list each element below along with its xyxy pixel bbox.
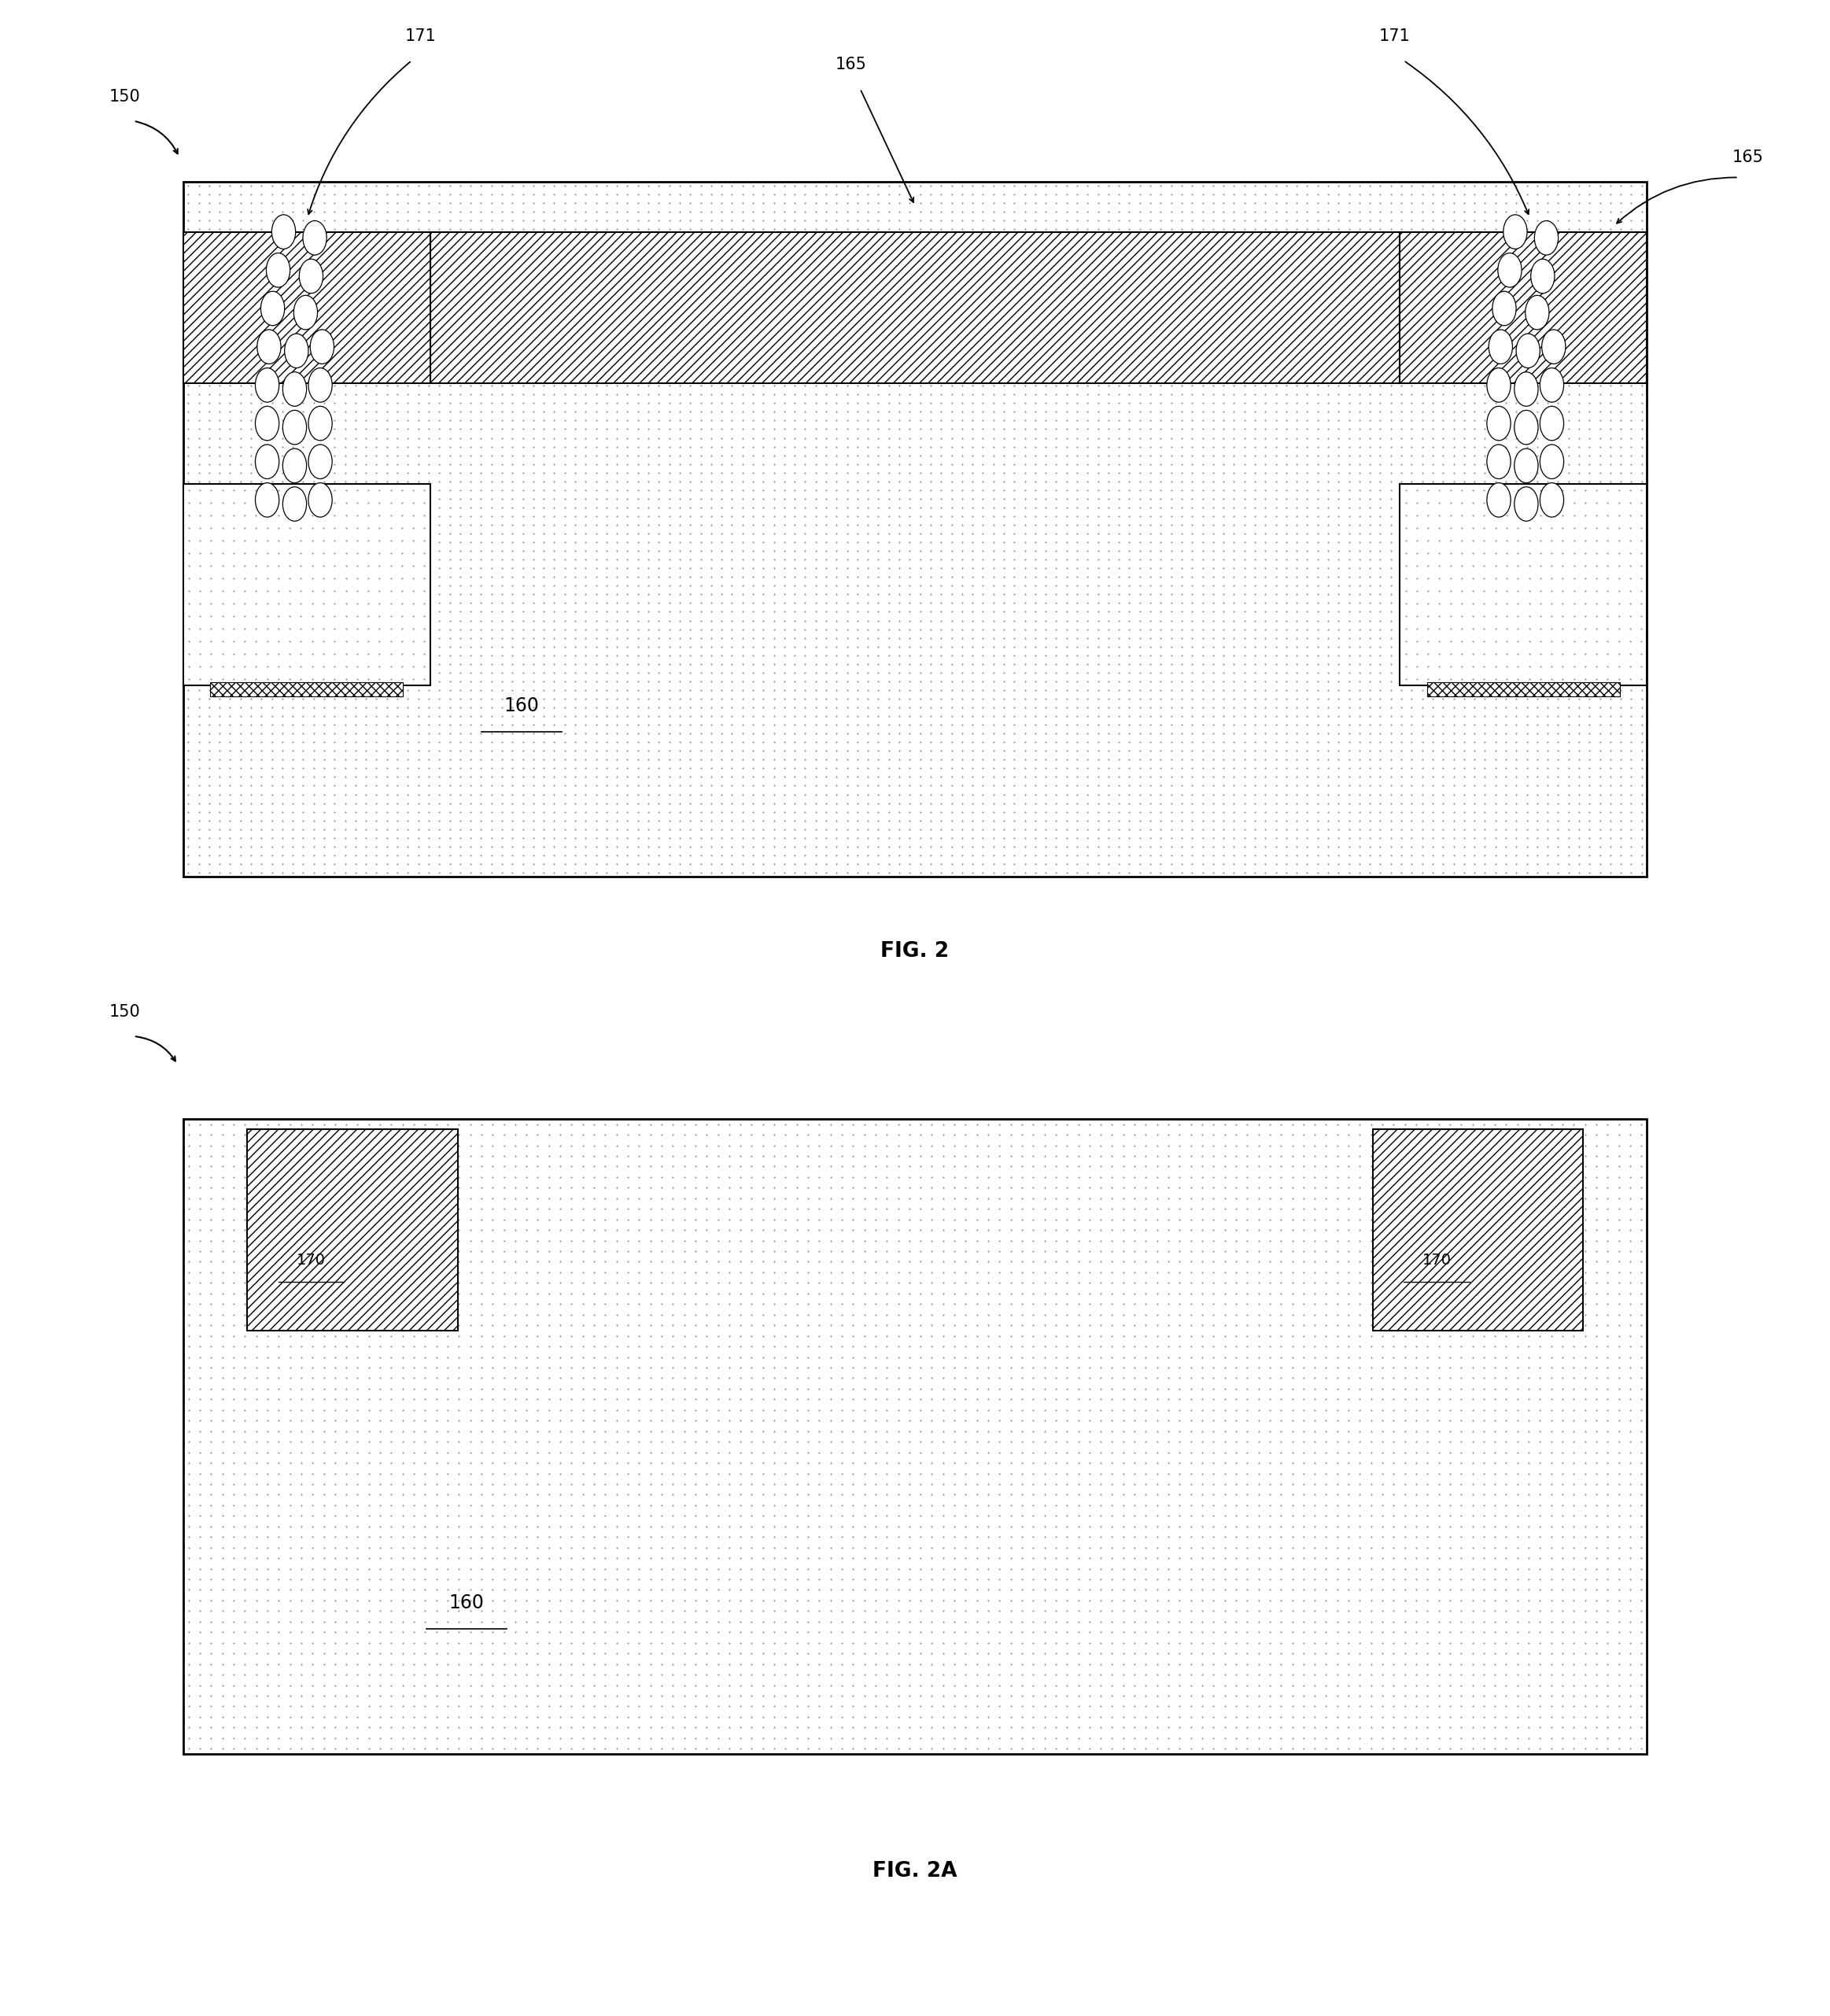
Ellipse shape bbox=[1541, 482, 1563, 518]
Bar bbox=[1372, 1129, 1583, 1331]
Ellipse shape bbox=[1486, 444, 1510, 480]
Text: 160: 160 bbox=[448, 1593, 485, 1613]
Text: FIG. 2A: FIG. 2A bbox=[873, 1861, 957, 1881]
Ellipse shape bbox=[254, 407, 280, 442]
Ellipse shape bbox=[1541, 407, 1563, 442]
Bar bbox=[430, 232, 1400, 383]
Bar bbox=[183, 484, 430, 685]
Ellipse shape bbox=[285, 333, 307, 369]
Ellipse shape bbox=[307, 444, 333, 480]
Ellipse shape bbox=[271, 216, 296, 250]
Ellipse shape bbox=[1504, 216, 1526, 250]
Ellipse shape bbox=[254, 482, 280, 518]
Text: 150: 150 bbox=[108, 89, 141, 105]
Ellipse shape bbox=[1515, 486, 1537, 522]
Ellipse shape bbox=[1541, 444, 1563, 480]
Ellipse shape bbox=[1486, 482, 1510, 518]
Ellipse shape bbox=[302, 220, 326, 254]
Ellipse shape bbox=[293, 296, 318, 331]
Ellipse shape bbox=[1497, 252, 1521, 286]
Ellipse shape bbox=[282, 371, 307, 407]
Ellipse shape bbox=[1486, 367, 1510, 401]
Ellipse shape bbox=[256, 331, 280, 365]
Ellipse shape bbox=[1524, 296, 1548, 331]
Ellipse shape bbox=[282, 448, 307, 482]
Bar bbox=[183, 181, 1647, 877]
Text: 170: 170 bbox=[296, 1252, 326, 1268]
Bar bbox=[210, 681, 403, 698]
Bar bbox=[1400, 232, 1647, 383]
Ellipse shape bbox=[282, 411, 307, 446]
Ellipse shape bbox=[1490, 331, 1512, 365]
Ellipse shape bbox=[1530, 260, 1554, 294]
Ellipse shape bbox=[300, 260, 322, 294]
Text: 171: 171 bbox=[1378, 28, 1411, 44]
Bar bbox=[1400, 484, 1647, 685]
Text: 165: 165 bbox=[1731, 149, 1764, 165]
Ellipse shape bbox=[1541, 367, 1563, 401]
Text: FIG. 2: FIG. 2 bbox=[880, 941, 950, 962]
Ellipse shape bbox=[1486, 407, 1510, 442]
Bar bbox=[1427, 681, 1620, 698]
Bar bbox=[247, 1129, 458, 1331]
Ellipse shape bbox=[262, 290, 285, 325]
Ellipse shape bbox=[254, 367, 280, 401]
Text: 171: 171 bbox=[404, 28, 437, 44]
Ellipse shape bbox=[307, 367, 333, 401]
Text: 170: 170 bbox=[1422, 1252, 1451, 1268]
Ellipse shape bbox=[254, 444, 280, 480]
Ellipse shape bbox=[1493, 290, 1515, 325]
Text: 165: 165 bbox=[834, 56, 867, 73]
Ellipse shape bbox=[1515, 333, 1539, 369]
Bar bbox=[183, 1119, 1647, 1754]
Ellipse shape bbox=[309, 331, 333, 365]
Ellipse shape bbox=[307, 407, 333, 442]
Ellipse shape bbox=[307, 482, 333, 518]
Ellipse shape bbox=[1515, 448, 1537, 482]
Ellipse shape bbox=[267, 252, 289, 286]
Ellipse shape bbox=[1541, 331, 1566, 365]
Ellipse shape bbox=[282, 486, 307, 522]
Text: 150: 150 bbox=[108, 1004, 141, 1020]
Text: 160: 160 bbox=[503, 696, 540, 716]
Ellipse shape bbox=[1515, 371, 1537, 407]
Ellipse shape bbox=[1534, 220, 1559, 254]
Bar bbox=[183, 232, 430, 383]
Ellipse shape bbox=[1515, 411, 1537, 446]
